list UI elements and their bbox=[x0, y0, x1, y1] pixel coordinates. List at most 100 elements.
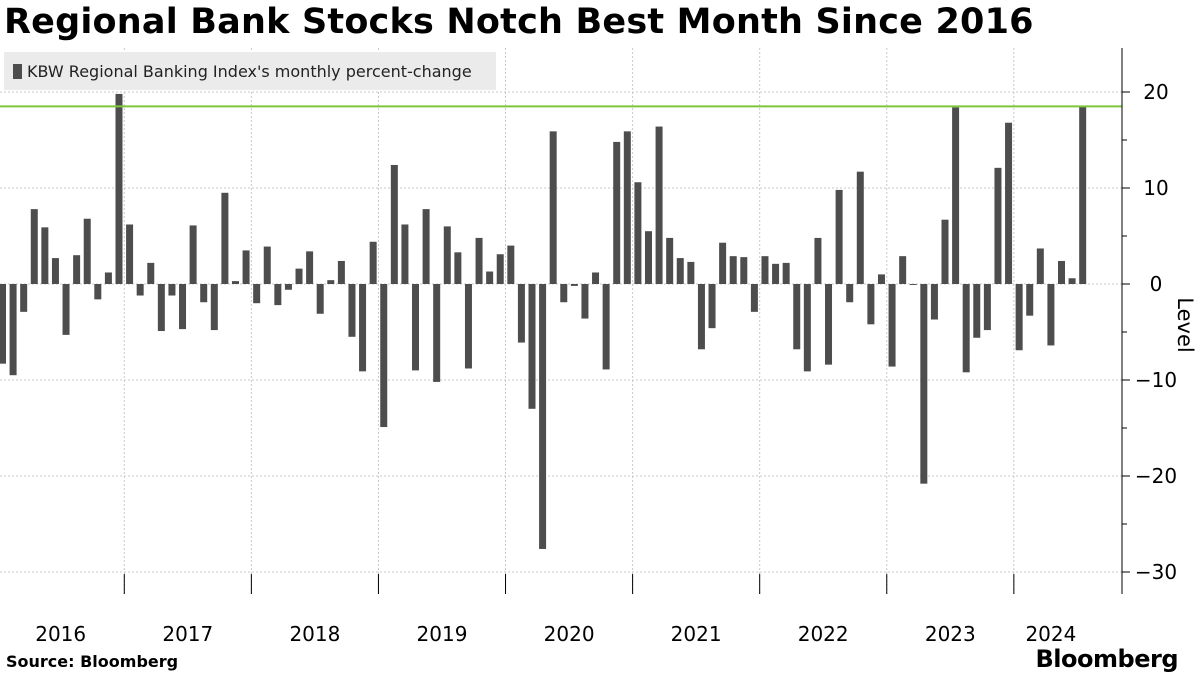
bar bbox=[295, 268, 303, 284]
bar bbox=[581, 284, 589, 319]
bar bbox=[814, 237, 822, 284]
bar bbox=[856, 171, 864, 284]
bar bbox=[454, 252, 462, 284]
bar bbox=[1026, 284, 1034, 316]
bar bbox=[327, 280, 335, 284]
bar bbox=[782, 262, 790, 284]
x-tick-label: 2017 bbox=[162, 622, 213, 646]
bar bbox=[136, 284, 144, 296]
bar bbox=[877, 274, 885, 284]
bar bbox=[242, 250, 250, 284]
source-note: Source: Bloomberg bbox=[6, 652, 179, 671]
bar bbox=[401, 224, 409, 284]
bar bbox=[337, 260, 345, 284]
x-tick-label: 2019 bbox=[417, 622, 468, 646]
bar bbox=[0, 284, 6, 364]
bar bbox=[867, 284, 875, 325]
bar bbox=[772, 263, 780, 284]
y-tick-label: −30 bbox=[1135, 560, 1177, 584]
bar bbox=[412, 284, 420, 371]
bar bbox=[73, 255, 81, 284]
bar bbox=[761, 256, 769, 284]
bar bbox=[443, 226, 451, 284]
bar bbox=[930, 284, 938, 320]
bar bbox=[655, 126, 663, 284]
bar bbox=[369, 241, 377, 284]
bar bbox=[231, 281, 239, 284]
bar bbox=[284, 284, 292, 290]
bar bbox=[115, 93, 123, 284]
bar bbox=[62, 284, 70, 335]
x-tick-label: 2021 bbox=[671, 622, 722, 646]
bar bbox=[666, 237, 674, 284]
bar bbox=[740, 257, 748, 284]
bar bbox=[1005, 122, 1013, 284]
bar bbox=[793, 284, 801, 350]
y-tick-label: −10 bbox=[1135, 368, 1177, 392]
chart-title: Regional Bank Stocks Notch Best Month Si… bbox=[4, 2, 1034, 42]
bar bbox=[496, 254, 504, 284]
bar bbox=[9, 284, 17, 376]
bar bbox=[464, 284, 472, 369]
bar bbox=[528, 284, 536, 409]
bar bbox=[909, 284, 917, 285]
bar bbox=[1079, 106, 1087, 285]
bar bbox=[210, 284, 218, 331]
bar bbox=[433, 284, 441, 382]
bar bbox=[676, 258, 684, 284]
bar bbox=[274, 284, 282, 306]
y-axis: 20 10 0 −10 −20 −30 bbox=[1121, 48, 1177, 594]
bar bbox=[560, 284, 568, 303]
bar bbox=[507, 245, 515, 284]
bar bbox=[475, 237, 483, 284]
bar bbox=[920, 284, 928, 484]
y-tick-label: 10 bbox=[1143, 176, 1168, 200]
bar bbox=[570, 284, 578, 286]
bars bbox=[0, 93, 1087, 549]
bar bbox=[1058, 260, 1065, 284]
bar bbox=[899, 256, 907, 284]
bar bbox=[613, 141, 621, 284]
bar bbox=[83, 218, 91, 284]
bar bbox=[104, 272, 112, 284]
x-tick-label: 2020 bbox=[544, 622, 595, 646]
bar bbox=[846, 284, 854, 303]
y-tick-label: −20 bbox=[1135, 464, 1177, 488]
bar bbox=[644, 231, 652, 284]
bar bbox=[422, 209, 430, 284]
bar bbox=[189, 225, 197, 284]
bar bbox=[200, 284, 208, 303]
bar bbox=[941, 219, 949, 284]
bar bbox=[20, 284, 28, 312]
bar bbox=[1015, 284, 1023, 351]
x-tick-label: 2022 bbox=[798, 622, 849, 646]
bar bbox=[888, 284, 896, 367]
y-tick-label: 20 bbox=[1143, 80, 1168, 104]
bar bbox=[348, 284, 356, 337]
x-tick-label: 2016 bbox=[35, 622, 86, 646]
bar bbox=[825, 284, 833, 365]
bar bbox=[697, 284, 705, 350]
bar bbox=[253, 284, 261, 304]
bar bbox=[359, 284, 367, 372]
bar bbox=[179, 284, 187, 330]
legend-swatch bbox=[13, 63, 22, 79]
x-tick-label: 2024 bbox=[1025, 622, 1076, 646]
bar bbox=[719, 242, 727, 284]
bar bbox=[623, 131, 631, 284]
bar bbox=[306, 251, 314, 284]
bar bbox=[1047, 284, 1055, 346]
bar bbox=[750, 284, 758, 312]
bar bbox=[30, 209, 38, 284]
bar bbox=[729, 256, 737, 284]
y-tick-label: 0 bbox=[1150, 272, 1163, 296]
bar bbox=[41, 227, 49, 284]
bar bbox=[983, 284, 991, 331]
bar bbox=[602, 284, 610, 370]
x-tick-label: 2018 bbox=[289, 622, 340, 646]
bar bbox=[835, 189, 843, 284]
bar bbox=[221, 192, 229, 284]
bar bbox=[1036, 248, 1044, 284]
bar bbox=[952, 107, 960, 284]
